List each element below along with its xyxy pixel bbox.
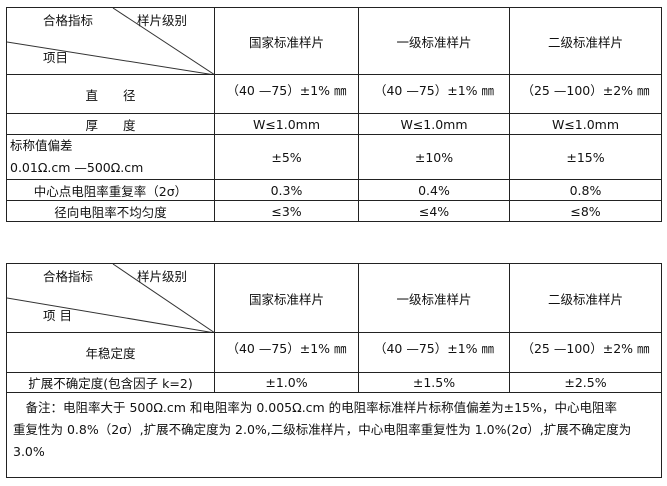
cell: （25 —100）±2% ㎜ [509,332,662,373]
column-header: 一级标准样片 [358,263,510,333]
cell: ±10% [358,134,510,180]
spec-table-1: 合格指标 样片级别 项目 国家标准样片 一级标准样片 二级标准样片 直 径 （4… [6,7,662,222]
column-header: 国家标准样片 [214,263,359,333]
row-label: 年稳定度 [6,332,215,373]
spec-table-2: 合格指标 样片级别 项 目 国家标准样片 一级标准样片 二级标准样片 年稳定度 … [6,263,662,478]
table-row: 年稳定度 （40 —75）±1% ㎜ （40 —75）±1% ㎜ （25 —10… [6,332,662,373]
table-row: 扩展不确定度(包含因子 k=2) ±1.0% ±1.5% ±2.5% [6,372,662,393]
cell: W≤1.0mm [214,113,359,135]
diagonal-lines [7,8,214,74]
row-label: 直 径 [6,74,215,114]
header-item-label: 项目 [43,50,69,65]
cell: ±15% [509,134,662,180]
column-header: 国家标准样片 [214,7,359,75]
table-row: 标称值偏差 0.01Ω.cm —500Ω.cm ±5% ±10% ±15% [6,134,662,180]
cell: ≤8% [509,200,662,222]
cell: 0.3% [214,179,359,201]
table-row: 厚 度 W≤1.0mm W≤1.0mm W≤1.0mm [6,113,662,135]
header-grade-label: 样片级别 [137,13,188,28]
note-text: 备注：电阻率大于 500Ω.cm 和电阻率为 0.005Ω.cm 的电阻率标准样… [13,400,617,415]
row-label: 标称值偏差 0.01Ω.cm —500Ω.cm [6,134,215,180]
header-indicator-label: 合格指标 [43,269,94,284]
diagonal-header-cell: 合格指标 样片级别 项目 [6,7,215,75]
cell: W≤1.0mm [358,113,510,135]
column-header: 二级标准样片 [509,7,662,75]
cell: （40 —75）±1% ㎜ [214,332,359,373]
row-label-line: 标称值偏差 [10,138,73,153]
row-label: 径向电阻率不均匀度 [6,200,215,222]
column-header: 二级标准样片 [509,263,662,333]
row-label-line: 0.01Ω.cm —500Ω.cm [10,160,144,175]
cell: ±5% [214,134,359,180]
cell: ±2.5% [509,372,662,393]
diagonal-header-cell: 合格指标 样片级别 项 目 [6,263,215,333]
cell: （40 —75）±1% ㎜ [358,332,510,373]
cell: 0.8% [509,179,662,201]
header-indicator-label: 合格指标 [43,13,94,28]
cell: ±1.5% [358,372,510,393]
cell: （40 —75）±1% ㎜ [214,74,359,114]
cell: ≤4% [358,200,510,222]
header-grade-label: 样片级别 [137,269,188,284]
table-row: 直 径 （40 —75）±1% ㎜ （40 —75）±1% ㎜ （25 —100… [6,74,662,114]
cell: 0.4% [358,179,510,201]
table-row: 中心点电阻率重复率（2σ） 0.3% 0.4% 0.8% [6,179,662,201]
note-text: 重复性为 0.8%（2σ）,扩展不确定度为 2.0%,二级标准样片，中心电阻率重… [13,422,632,459]
cell: ±1.0% [214,372,359,393]
header-item-label: 项 目 [43,308,72,323]
note-row: 备注：电阻率大于 500Ω.cm 和电阻率为 0.005Ω.cm 的电阻率标准样… [6,392,662,478]
row-label: 中心点电阻率重复率（2σ） [6,179,215,201]
row-label: 扩展不确定度(包含因子 k=2) [6,372,215,393]
row-label: 厚 度 [6,113,215,135]
diagonal-lines [7,264,214,332]
cell: ≤3% [214,200,359,222]
table-row: 径向电阻率不均匀度 ≤3% ≤4% ≤8% [6,200,662,222]
cell: （25 —100）±2% ㎜ [509,74,662,114]
cell: （40 —75）±1% ㎜ [358,74,510,114]
cell: W≤1.0mm [509,113,662,135]
note-cell: 备注：电阻率大于 500Ω.cm 和电阻率为 0.005Ω.cm 的电阻率标准样… [6,392,662,478]
column-header: 一级标准样片 [358,7,510,75]
